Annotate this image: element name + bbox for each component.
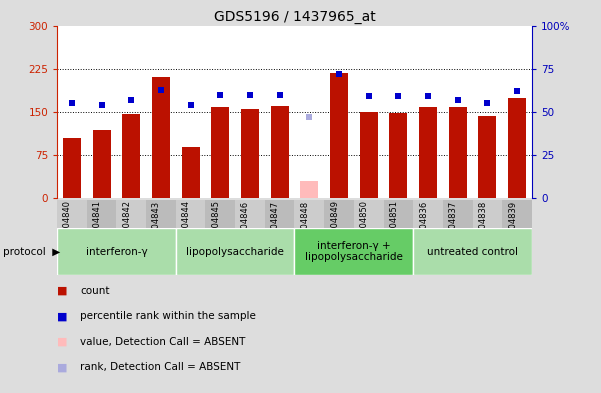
Text: GDS5196 / 1437965_at: GDS5196 / 1437965_at: [213, 10, 376, 24]
Bar: [175, 200, 206, 230]
Bar: [413, 228, 532, 275]
Text: interferon-γ: interferon-γ: [85, 246, 147, 257]
Text: value, Detection Call = ABSENT: value, Detection Call = ABSENT: [80, 337, 245, 347]
Bar: [63, 138, 81, 198]
Text: GSM1304845: GSM1304845: [212, 200, 221, 256]
Text: percentile rank within the sample: percentile rank within the sample: [80, 311, 256, 321]
Bar: [354, 200, 383, 230]
Bar: [182, 147, 200, 198]
Text: GSM1304846: GSM1304846: [241, 200, 250, 257]
Bar: [419, 107, 437, 198]
Bar: [175, 228, 294, 275]
Bar: [87, 200, 117, 230]
Text: lipopolysaccharide: lipopolysaccharide: [186, 246, 284, 257]
Text: ■: ■: [57, 362, 67, 373]
Bar: [324, 200, 354, 230]
Text: GSM1304848: GSM1304848: [300, 200, 310, 257]
Bar: [383, 200, 413, 230]
Bar: [265, 200, 294, 230]
Text: GSM1304839: GSM1304839: [508, 200, 517, 257]
Bar: [93, 130, 111, 198]
Text: rank, Detection Call = ABSENT: rank, Detection Call = ABSENT: [80, 362, 240, 373]
Bar: [508, 97, 526, 198]
Text: GSM1304847: GSM1304847: [270, 200, 279, 257]
Bar: [241, 109, 259, 198]
Bar: [478, 116, 496, 198]
Text: untreated control: untreated control: [427, 246, 518, 257]
Bar: [413, 200, 443, 230]
Bar: [294, 228, 413, 275]
Bar: [300, 181, 319, 198]
Text: GSM1304842: GSM1304842: [122, 200, 131, 256]
Bar: [472, 200, 502, 230]
Text: GSM1304851: GSM1304851: [389, 200, 398, 256]
Text: ■: ■: [57, 311, 67, 321]
Text: GSM1304840: GSM1304840: [63, 200, 72, 256]
Bar: [212, 107, 229, 198]
Text: GSM1304838: GSM1304838: [478, 200, 487, 257]
Text: GSM1304837: GSM1304837: [449, 200, 458, 257]
Text: GSM1304836: GSM1304836: [419, 200, 428, 257]
Text: ■: ■: [57, 286, 67, 296]
Bar: [146, 200, 175, 230]
Text: GSM1304841: GSM1304841: [93, 200, 102, 256]
Text: count: count: [80, 286, 109, 296]
Text: interferon-γ +
lipopolysaccharide: interferon-γ + lipopolysaccharide: [305, 241, 403, 262]
Bar: [270, 106, 288, 198]
Bar: [443, 200, 472, 230]
Text: GSM1304849: GSM1304849: [330, 200, 339, 256]
Bar: [330, 73, 348, 198]
Text: GSM1304850: GSM1304850: [359, 200, 368, 256]
Bar: [449, 107, 466, 198]
Bar: [502, 200, 532, 230]
Text: GSM1304843: GSM1304843: [152, 200, 161, 257]
Bar: [294, 200, 324, 230]
Text: protocol  ▶: protocol ▶: [3, 246, 60, 257]
Text: GSM1304844: GSM1304844: [182, 200, 191, 256]
Bar: [235, 200, 265, 230]
Bar: [123, 114, 140, 198]
Bar: [360, 112, 377, 198]
Bar: [117, 200, 146, 230]
Bar: [389, 113, 407, 198]
Bar: [57, 200, 87, 230]
Bar: [57, 228, 175, 275]
Text: ■: ■: [57, 337, 67, 347]
Bar: [152, 77, 170, 198]
Bar: [206, 200, 235, 230]
